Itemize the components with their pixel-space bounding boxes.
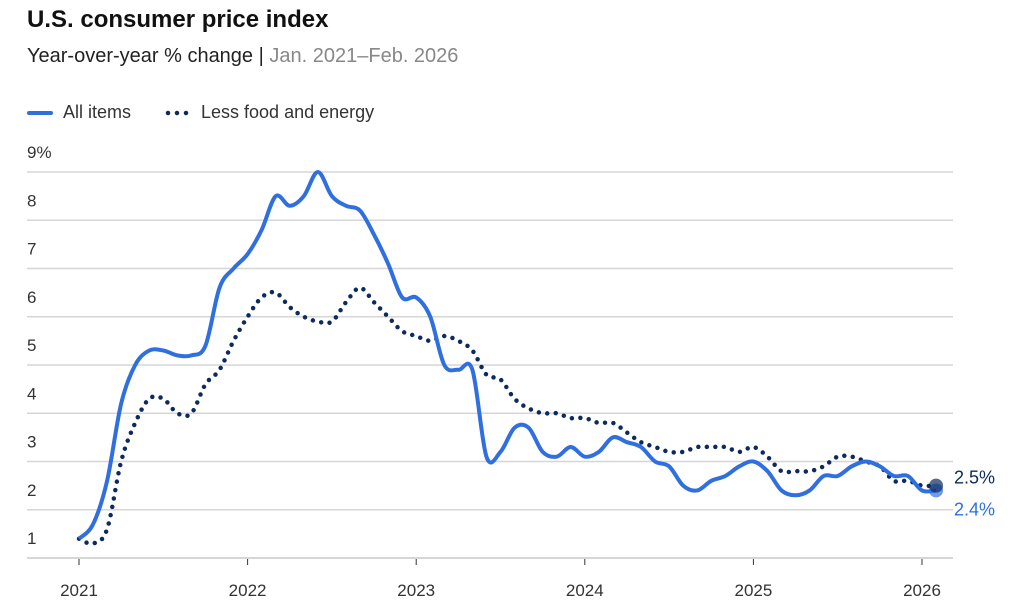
legend: All items Less food and energy <box>27 102 408 123</box>
subtitle-measure: Year-over-year % change <box>27 45 254 67</box>
y-tick-label: 1 <box>27 529 36 548</box>
chart-subtitle: Year-over-year % change | Jan. 2021–Feb.… <box>27 45 459 67</box>
legend-item-all-items: All items <box>27 102 131 123</box>
series-line-less-food-and-energy <box>76 285 939 547</box>
legend-item-core: Less food and energy <box>165 102 374 123</box>
x-tick-label: 2023 <box>397 581 435 600</box>
solid-line-swatch-icon <box>27 110 53 115</box>
legend-label: All items <box>63 102 132 122</box>
y-tick-label: 7 <box>27 240 36 259</box>
end-label-all-items: 2.4% <box>954 499 995 519</box>
series-line-all-items <box>77 170 937 541</box>
x-tick-label: 2024 <box>566 581 604 600</box>
x-tick-label: 2025 <box>734 581 772 600</box>
chart-title: U.S. consumer price index <box>27 6 329 33</box>
dotted-line-swatch-icon <box>165 110 192 115</box>
x-tick-label: 2021 <box>60 581 98 600</box>
y-tick-label: 4 <box>27 384 36 403</box>
end-label-less-food-and-energy: 2.5% <box>954 468 995 488</box>
y-tick-label: 5 <box>27 336 36 355</box>
x-tick-label: 2022 <box>229 581 267 600</box>
subtitle-range: Jan. 2021–Feb. 2026 <box>269 45 459 67</box>
y-tick-label: 6 <box>27 288 36 307</box>
legend-label: Less food and energy <box>201 102 375 122</box>
x-tick-label: 2026 <box>903 581 941 600</box>
end-point-less-food-and-energy <box>929 478 944 493</box>
y-tick-label: 8 <box>27 191 36 210</box>
y-tick-label: 2 <box>27 481 36 500</box>
y-tick-label: 3 <box>27 433 36 452</box>
y-tick-label: 9% <box>27 143 52 162</box>
